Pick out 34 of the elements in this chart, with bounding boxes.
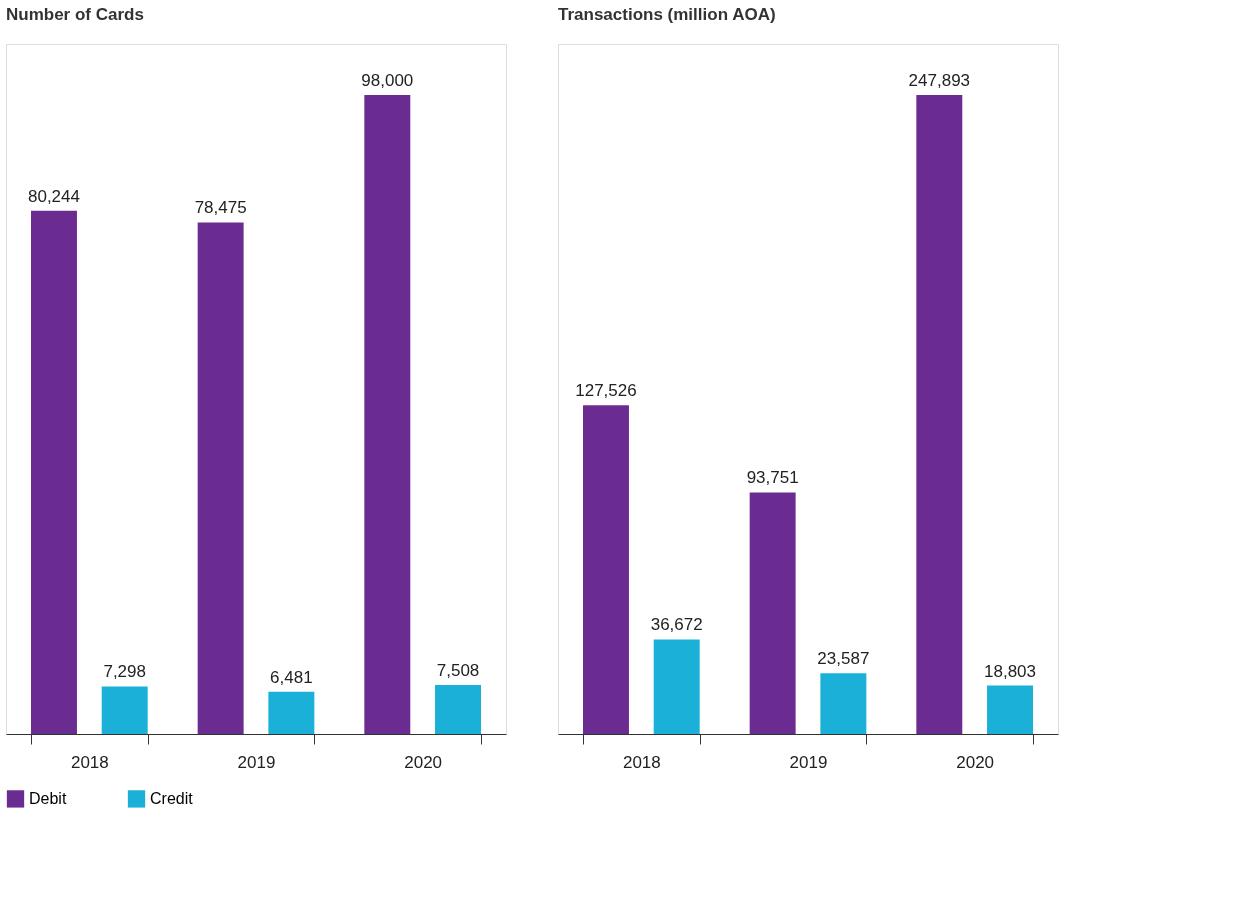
bar bbox=[197, 222, 244, 734]
x-tick-label: 2020 bbox=[404, 752, 443, 772]
bar bbox=[749, 492, 796, 734]
chart-title: Number of Cards bbox=[6, 5, 144, 24]
bar bbox=[987, 685, 1033, 734]
bar bbox=[364, 95, 411, 734]
data-label: 80,244 bbox=[27, 186, 80, 206]
bar bbox=[820, 673, 867, 734]
data-label: 247,893 bbox=[908, 71, 971, 91]
x-tick-label: 2019 bbox=[237, 752, 276, 772]
bar bbox=[653, 639, 700, 734]
bar bbox=[31, 210, 77, 734]
data-label: 78,475 bbox=[194, 198, 247, 218]
data-label: 98,000 bbox=[361, 71, 414, 91]
chart-title: Transactions (million AOA) bbox=[558, 5, 776, 24]
bar bbox=[268, 691, 315, 734]
data-label: 7,298 bbox=[103, 662, 146, 682]
bar bbox=[101, 686, 148, 734]
data-label: 23,587 bbox=[817, 649, 870, 669]
x-tick-label: 2020 bbox=[956, 752, 995, 772]
data-label: 127,526 bbox=[575, 381, 637, 401]
bar bbox=[583, 405, 629, 734]
bar bbox=[916, 95, 963, 734]
data-label: 93,751 bbox=[746, 468, 799, 488]
x-tick-label: 2018 bbox=[70, 752, 109, 772]
data-label: 7,508 bbox=[436, 661, 480, 681]
x-tick-label: 2019 bbox=[789, 752, 828, 772]
data-label: 18,803 bbox=[984, 661, 1037, 681]
data-label: 36,672 bbox=[650, 615, 703, 635]
bar bbox=[435, 685, 481, 734]
legend-label: Debit bbox=[29, 789, 67, 807]
legend-label: Credit bbox=[150, 789, 194, 807]
x-tick-label: 2018 bbox=[622, 752, 661, 772]
data-label: 6,481 bbox=[270, 667, 313, 687]
